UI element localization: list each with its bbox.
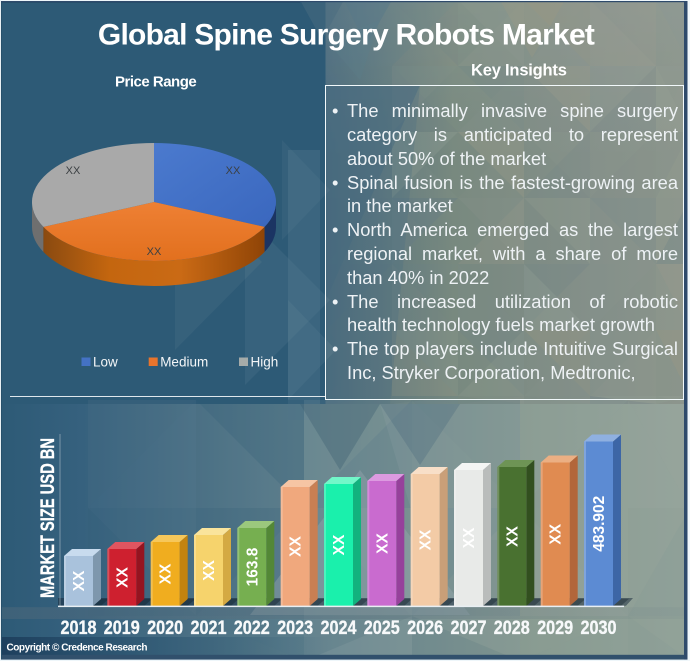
svg-text:Global Spine Surgery Robots Ma: Global Spine Surgery Robots Market [98, 19, 595, 52]
svg-text:Copyright © Credence Research: Copyright © Credence Research [7, 643, 148, 654]
svg-text:XX: XX [504, 526, 521, 547]
svg-text:XX: XX [418, 529, 435, 550]
svg-text:XX: XX [288, 536, 305, 557]
svg-text:XX: XX [114, 567, 131, 588]
svg-text:2027: 2027 [451, 618, 487, 639]
svg-text:XX: XX [158, 563, 175, 584]
svg-text:XX: XX [374, 533, 391, 554]
svg-text:2019: 2019 [104, 618, 140, 639]
svg-text:XX: XX [147, 246, 162, 258]
svg-text:Price Range: Price Range [115, 74, 196, 91]
svg-text:XX: XX [201, 560, 218, 581]
svg-text:High: High [251, 355, 279, 370]
svg-text:XX: XX [548, 523, 565, 544]
svg-text:2030: 2030 [581, 618, 617, 639]
svg-text:Medium: Medium [160, 355, 208, 370]
svg-text:2018: 2018 [61, 618, 97, 639]
svg-text:2020: 2020 [147, 618, 183, 639]
svg-text:2026: 2026 [407, 618, 443, 639]
svg-text:2023: 2023 [277, 618, 313, 639]
svg-text:2021: 2021 [191, 618, 227, 639]
svg-text:XX: XX [331, 534, 348, 555]
svg-text:Key Insights: Key Insights [471, 62, 567, 80]
svg-text:XX: XX [71, 570, 88, 591]
svg-text:2028: 2028 [494, 618, 530, 639]
svg-text:Low: Low [93, 355, 118, 370]
svg-text:2022: 2022 [234, 618, 270, 639]
svg-text:2029: 2029 [537, 618, 573, 639]
svg-text:XX: XX [66, 165, 81, 177]
svg-text:2024: 2024 [321, 618, 357, 639]
svg-text:2025: 2025 [364, 618, 400, 639]
svg-text:163.8: 163.8 [244, 547, 261, 586]
svg-text:XX: XX [226, 165, 241, 177]
svg-text:MARKET SIZE USD BN: MARKET SIZE USD BN [38, 438, 59, 598]
svg-text:483.902: 483.902 [591, 496, 608, 552]
svg-text:XX: XX [461, 527, 478, 548]
